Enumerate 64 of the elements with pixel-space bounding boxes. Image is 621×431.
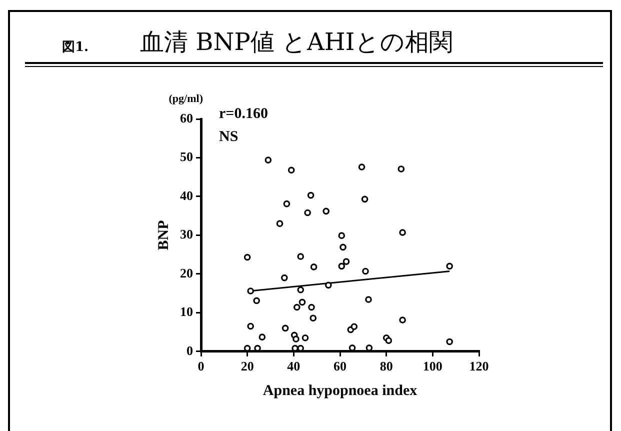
point <box>322 208 330 215</box>
point <box>244 254 251 261</box>
y-tick-label: 20 <box>180 265 193 280</box>
point <box>264 156 272 164</box>
x-tick-label: 100 <box>422 358 442 374</box>
point <box>294 304 300 311</box>
point <box>307 192 314 199</box>
x-tick-label: 20 <box>240 358 254 374</box>
point <box>365 296 372 303</box>
x-tick-label: 120 <box>469 358 489 374</box>
point <box>292 344 298 352</box>
point <box>342 258 350 265</box>
point <box>310 264 318 270</box>
point <box>297 253 304 260</box>
point <box>288 166 295 174</box>
point <box>297 286 304 294</box>
point <box>446 262 453 270</box>
point <box>253 297 260 304</box>
point <box>338 232 346 239</box>
x-tick-label: 40 <box>287 358 300 374</box>
point <box>350 323 358 330</box>
y-tick-label: 10 <box>180 304 193 320</box>
chart-title: 血清 BNP値 とAHIとの相関 <box>140 27 453 58</box>
point <box>247 322 254 330</box>
point <box>283 200 290 208</box>
caption: 図1. <box>62 39 89 56</box>
annotation: NS <box>219 128 238 145</box>
point <box>340 244 346 251</box>
point <box>399 229 406 236</box>
x-tick-label: 80 <box>380 358 393 374</box>
point <box>310 314 317 322</box>
point <box>282 324 289 332</box>
point <box>292 336 300 342</box>
point <box>325 282 332 289</box>
annotation: r=0.160 <box>219 106 268 122</box>
y-tick-label: 50 <box>180 149 193 164</box>
point <box>398 166 405 172</box>
point <box>362 268 369 275</box>
point <box>247 288 254 294</box>
y-tick-label: 0 <box>186 342 193 358</box>
y-tick-label: 30 <box>180 226 193 242</box>
y-tick-label: 40 <box>180 188 193 203</box>
point <box>304 209 311 216</box>
text: (pg/ml) <box>168 92 204 105</box>
point <box>385 337 392 344</box>
point <box>399 316 406 324</box>
y-tick-label: 60 <box>180 110 193 126</box>
point <box>446 338 453 346</box>
x-axis-title: Apnea hypopnoea index <box>262 382 418 399</box>
point <box>361 196 368 203</box>
point <box>258 334 266 340</box>
point <box>244 344 251 352</box>
y-axis-title: BNP <box>156 220 172 250</box>
point <box>308 304 315 311</box>
point <box>254 344 261 352</box>
point <box>358 164 366 170</box>
point <box>302 334 309 342</box>
point <box>338 262 346 270</box>
point <box>276 220 284 227</box>
x-tick-label: 60 <box>334 358 346 374</box>
point <box>281 274 288 282</box>
x-tick-label: 0 <box>198 358 204 374</box>
point <box>298 298 306 306</box>
point <box>297 344 304 352</box>
